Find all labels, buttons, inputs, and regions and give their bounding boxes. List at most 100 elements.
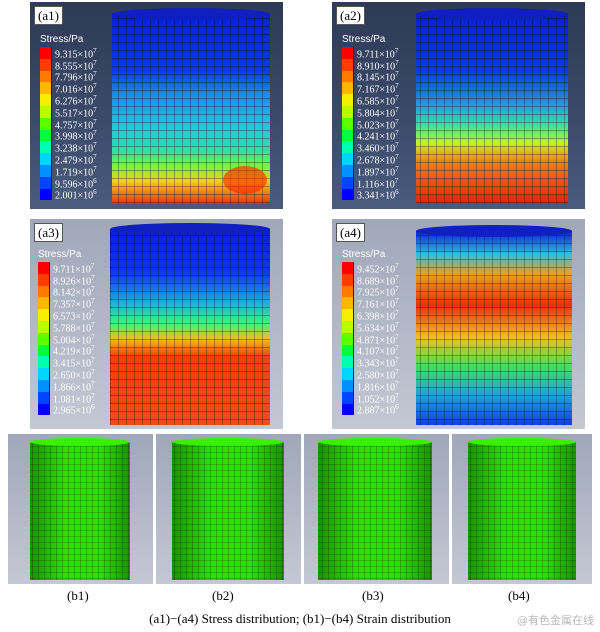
legend-row: 1.816×107 xyxy=(342,380,399,393)
legend-title: Stress/Pa xyxy=(38,249,82,260)
legend-swatch xyxy=(342,320,354,333)
legend-exponent: 7 xyxy=(395,105,399,114)
legend-swatch xyxy=(38,344,50,357)
cylinder-a4 xyxy=(416,225,572,425)
legend-row: 1.897×107 xyxy=(342,165,399,178)
legend-value: 4.757×107 xyxy=(55,117,97,131)
legend-value: 8.926×107 xyxy=(53,273,95,287)
legend-exponent: 7 xyxy=(93,70,97,79)
legend-exponent: 6 xyxy=(395,188,399,197)
legend-value: 4.107×107 xyxy=(357,344,399,358)
legend-value: 7.016×107 xyxy=(55,82,97,96)
legend-value: 5.804×107 xyxy=(357,105,399,120)
strain-cylinder-b4 xyxy=(468,438,576,580)
legend-exponent: 7 xyxy=(93,82,97,91)
legend-row: 3.460×107 xyxy=(342,141,399,154)
legend-row: 1.866×107 xyxy=(38,380,95,393)
legend-exponent: 7 xyxy=(93,46,97,55)
legend-swatch xyxy=(40,47,52,59)
legend-swatch xyxy=(342,309,354,321)
strain-cylinder-b3 xyxy=(318,438,432,580)
legend-swatch xyxy=(342,117,354,130)
legend-exponent: 7 xyxy=(90,261,95,270)
legend-value: 9.596×106 xyxy=(55,176,97,190)
legend-row: 2.001×106 xyxy=(40,188,97,202)
legend-swatch xyxy=(342,344,354,357)
legend-swatch xyxy=(342,82,354,95)
stress-legend: Stress/Pa 9.452×107 8.689×107 7.925×107 7.1… xyxy=(342,249,399,417)
legend-row: 3.415×107 xyxy=(38,356,95,370)
legend-value: 3.238×107 xyxy=(55,141,97,155)
legend-exponent: 7 xyxy=(395,117,399,126)
legend-value: 1.081×107 xyxy=(53,391,95,405)
legend-row: 3.998×107 xyxy=(40,129,97,143)
legend-swatch xyxy=(38,368,50,380)
legend-exponent: 7 xyxy=(395,152,399,161)
legend-value: 2.001×106 xyxy=(55,188,97,202)
legend-row: 5.023×107 xyxy=(342,118,399,130)
legend-value: 2.479×107 xyxy=(55,152,97,167)
legend-swatch xyxy=(40,141,52,154)
legend-exponent: 7 xyxy=(93,93,97,102)
legend-swatch xyxy=(38,391,50,404)
legend-value: 2.965×106 xyxy=(53,403,95,417)
panel-b4 xyxy=(452,434,592,584)
legend-row: 5.004×107 xyxy=(38,333,95,345)
legend-value: 2.887×106 xyxy=(357,403,399,417)
legend-value: 2.580×107 xyxy=(357,367,399,382)
legend-value: 3.415×107 xyxy=(53,356,95,370)
legend-row: 5.804×107 xyxy=(342,105,399,120)
legend-exponent: 7 xyxy=(91,391,95,400)
legend-row: 2.678×107 xyxy=(342,152,399,166)
legend-exponent: 7 xyxy=(395,344,399,353)
legend-value: 3.998×107 xyxy=(55,129,97,143)
legend-row: 6.573×107 xyxy=(38,308,95,322)
panel-label-b2: (b2) xyxy=(212,588,234,603)
legend-row: 9.452×107 xyxy=(342,262,399,275)
legend-exponent: 7 xyxy=(93,129,97,138)
legend-value: 8.142×107 xyxy=(53,285,95,299)
legend-row: 8.689×107 xyxy=(342,274,399,286)
legend-exponent: 7 xyxy=(395,70,399,79)
legend-exponent: 7 xyxy=(394,176,399,185)
legend-value: 6.276×107 xyxy=(55,93,97,108)
legend-row: 1.081×107 xyxy=(38,392,95,404)
panel-a4: (a4) Stress/Pa 9.452×107 8.689×107 7.925×1… xyxy=(332,219,585,429)
legend-row: 9.596×106 xyxy=(40,177,97,189)
legend-exponent: 7 xyxy=(91,308,95,317)
legend-swatch xyxy=(40,105,52,118)
panel-label-b1: (b1) xyxy=(67,588,89,603)
legend-swatch xyxy=(38,262,50,274)
legend-exponent: 7 xyxy=(395,356,399,365)
panel-label: (a3) xyxy=(34,223,63,242)
legend-exponent: 7 xyxy=(395,285,399,294)
legend-exponent: 7 xyxy=(395,58,399,67)
legend-row: 8.910×107 xyxy=(342,59,399,71)
legend-row: 3.343×107 xyxy=(342,356,399,369)
legend-exponent: 7 xyxy=(394,46,399,55)
legend-row: 7.357×107 xyxy=(38,297,95,310)
legend-swatch xyxy=(40,164,52,177)
legend-row: 1.719×107 xyxy=(40,164,97,179)
legend-row: 7.161×107 xyxy=(342,297,399,310)
legend-value: 1.719×107 xyxy=(55,164,97,179)
legend-value: 6.585×107 xyxy=(357,93,399,108)
legend-swatch xyxy=(342,141,354,154)
legend-exponent: 7 xyxy=(395,129,399,138)
legend-row: 2.580×107 xyxy=(342,367,399,382)
legend-swatch xyxy=(342,297,354,310)
legend-row: 6.585×107 xyxy=(342,93,399,108)
legend-swatch xyxy=(342,273,354,286)
legend-value: 7.925×107 xyxy=(357,285,399,299)
legend-row: 8.145×107 xyxy=(342,70,399,84)
legend-swatch xyxy=(40,117,52,130)
legend-swatch xyxy=(342,70,354,83)
legend-row: 7.796×107 xyxy=(40,70,97,83)
legend-exponent: 6 xyxy=(93,176,97,185)
legend-row: 4.871×107 xyxy=(342,333,399,345)
legend-value: 3.341×106 xyxy=(357,188,399,202)
legend-value: 8.910×107 xyxy=(357,58,399,72)
legend-exponent: 7 xyxy=(93,117,97,126)
legend-row: 6.276×107 xyxy=(40,93,97,108)
legend-value: 8.145×107 xyxy=(357,70,399,84)
